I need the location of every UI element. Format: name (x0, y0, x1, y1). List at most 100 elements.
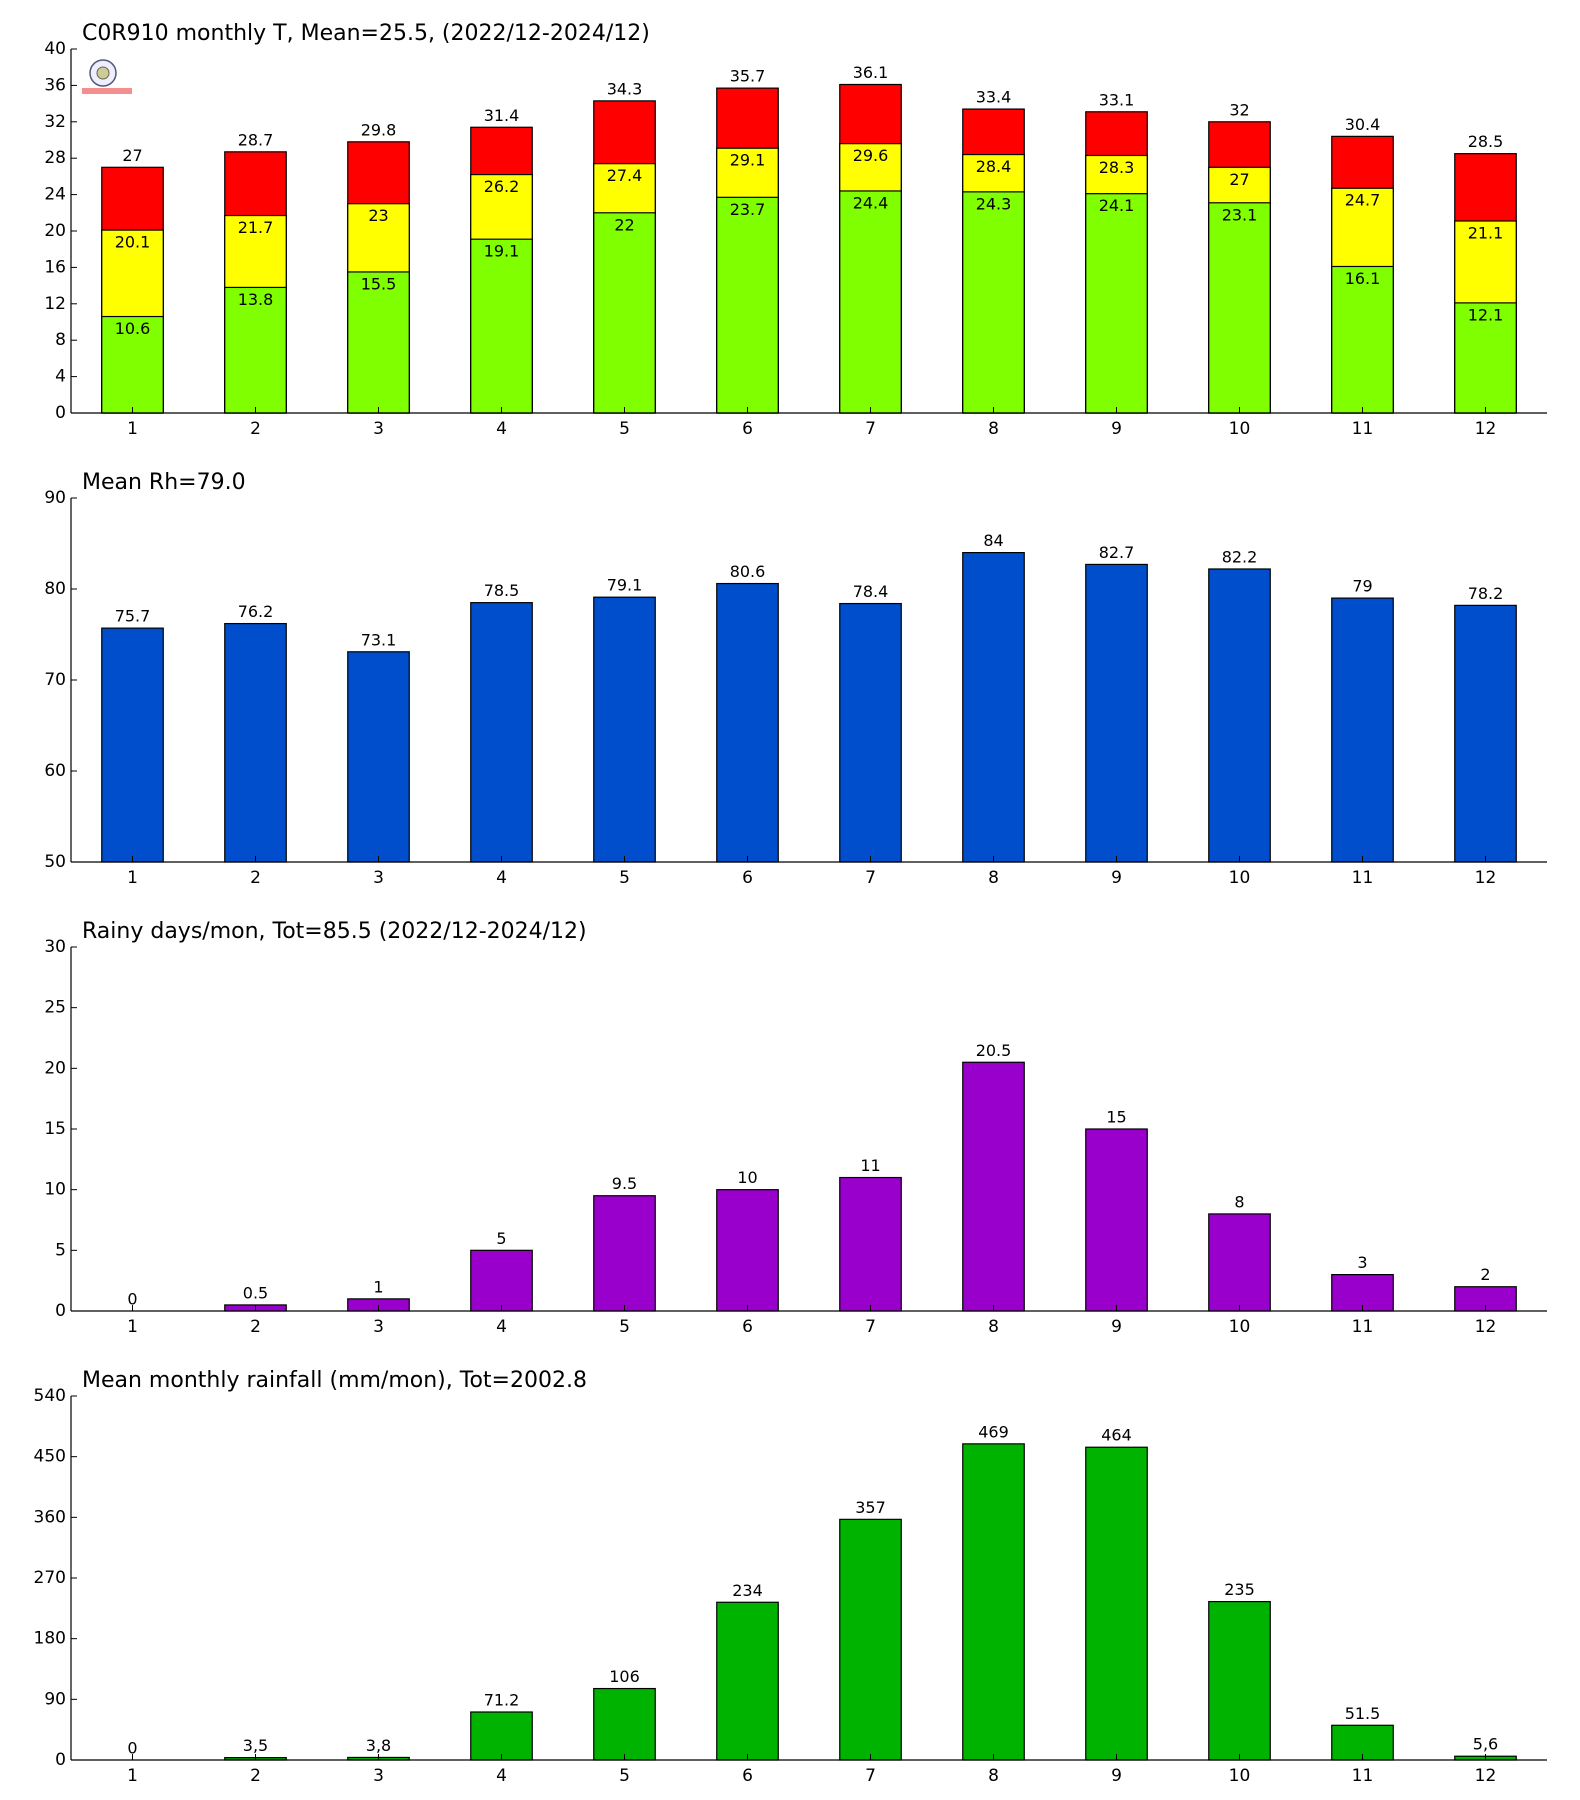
x-tick-label: 8 (988, 868, 999, 888)
value-label: 28.3 (1099, 158, 1135, 177)
bar (1085, 1128, 1148, 1312)
value-label: 9.5 (612, 1174, 637, 1193)
x-tick-label: 5 (619, 419, 630, 439)
value-label: 0.5 (243, 1283, 268, 1302)
bar (1085, 193, 1148, 414)
y-tick-label: 0 (55, 1301, 66, 1321)
logo (82, 59, 132, 94)
value-label: 19.1 (484, 242, 520, 261)
y-tick-label: 8 (55, 330, 66, 350)
y-tick-label: 90 (44, 1689, 66, 1709)
x-tick-label: 2 (250, 1317, 261, 1337)
value-label: 235 (1224, 1580, 1255, 1599)
value-label: 80.6 (730, 562, 766, 581)
bar (716, 1601, 779, 1761)
bar (347, 271, 410, 414)
x-tick-label: 11 (1352, 1766, 1374, 1786)
value-label: 234 (732, 1581, 763, 1600)
bar (839, 602, 902, 863)
value-label: 0 (127, 1739, 137, 1758)
bar (716, 1189, 779, 1312)
x-tick-label: 3 (373, 419, 384, 439)
y-tick-label: 12 (44, 294, 66, 314)
x-tick-label: 5 (619, 1766, 630, 1786)
x-tick-label: 6 (742, 1766, 753, 1786)
value-label: 15 (1106, 1108, 1126, 1127)
value-label: 5 (496, 1229, 506, 1248)
x-tick-label: 7 (865, 1317, 876, 1337)
x-tick-label: 11 (1352, 419, 1374, 439)
x-tick-label: 7 (865, 419, 876, 439)
x-tick-label: 10 (1229, 868, 1251, 888)
value-label: 11 (860, 1156, 880, 1175)
x-tick-label: 1 (127, 1766, 138, 1786)
value-label: 32 (1229, 100, 1249, 119)
y-tick-label: 90 (44, 488, 66, 508)
x-tick-label: 9 (1111, 419, 1122, 439)
x-tick-label: 3 (373, 868, 384, 888)
value-label: 24.1 (1099, 196, 1135, 215)
value-label: 20.1 (115, 233, 151, 252)
value-label: 10.6 (115, 319, 151, 338)
value-label: 28.4 (976, 157, 1012, 176)
bar (224, 622, 287, 863)
bar (1208, 568, 1271, 863)
y-tick-label: 20 (44, 1058, 66, 1078)
value-label: 27.4 (607, 166, 643, 185)
value-label: 24.7 (1345, 191, 1381, 210)
bar (593, 1195, 656, 1312)
y-tick-label: 36 (44, 75, 66, 95)
x-tick-label: 10 (1229, 1766, 1251, 1786)
value-label: 36.1 (853, 63, 889, 82)
value-label: 33.4 (976, 88, 1012, 107)
y-tick-label: 80 (44, 579, 66, 599)
value-label: 29.6 (853, 146, 889, 165)
x-tick-label: 9 (1111, 1317, 1122, 1337)
value-label: 79.1 (607, 576, 643, 595)
y-tick-label: 16 (44, 257, 66, 277)
value-label: 31.4 (484, 106, 520, 125)
value-label: 0 (127, 1290, 137, 1309)
value-label: 78.4 (853, 582, 889, 601)
value-label: 3 (1357, 1253, 1367, 1272)
bar (224, 286, 287, 414)
bar (1208, 1213, 1271, 1312)
y-tick-label: 60 (44, 761, 66, 781)
x-tick-label: 4 (496, 419, 507, 439)
value-label: 23 (368, 206, 388, 225)
value-label: 12.1 (1468, 305, 1504, 324)
chart-title: C0R910 monthly T, Mean=25.5, (2022/12-20… (82, 21, 650, 46)
x-tick-label: 5 (619, 868, 630, 888)
value-label: 82.2 (1222, 547, 1258, 566)
x-tick-label: 2 (250, 868, 261, 888)
value-label: 21.1 (1468, 223, 1504, 242)
y-tick-label: 40 (44, 39, 66, 59)
value-label: 106 (609, 1667, 640, 1686)
y-tick-label: 270 (34, 1568, 66, 1588)
value-label: 469 (978, 1422, 1009, 1441)
y-tick-label: 70 (44, 670, 66, 690)
x-tick-label: 6 (742, 1317, 753, 1337)
value-label: 35.7 (730, 67, 766, 86)
x-tick-label: 2 (250, 1766, 261, 1786)
value-label: 15.5 (361, 274, 397, 293)
bar (470, 602, 533, 863)
value-label: 23.1 (1222, 205, 1258, 224)
bar (470, 238, 533, 414)
value-label: 82.7 (1099, 543, 1135, 562)
value-label: 30.4 (1345, 115, 1381, 134)
value-label: 20.5 (976, 1041, 1012, 1060)
value-label: 464 (1101, 1426, 1132, 1445)
x-tick-label: 6 (742, 868, 753, 888)
value-label: 75.7 (115, 607, 151, 626)
bar (347, 651, 410, 863)
x-tick-label: 11 (1352, 868, 1374, 888)
bar (1331, 597, 1394, 863)
value-label: 357 (855, 1498, 886, 1517)
x-tick-label: 12 (1475, 1317, 1497, 1337)
x-tick-label: 1 (127, 868, 138, 888)
x-tick-label: 3 (373, 1766, 384, 1786)
y-tick-label: 180 (34, 1629, 66, 1649)
y-tick-label: 15 (44, 1119, 66, 1139)
x-tick-label: 10 (1229, 1317, 1251, 1337)
